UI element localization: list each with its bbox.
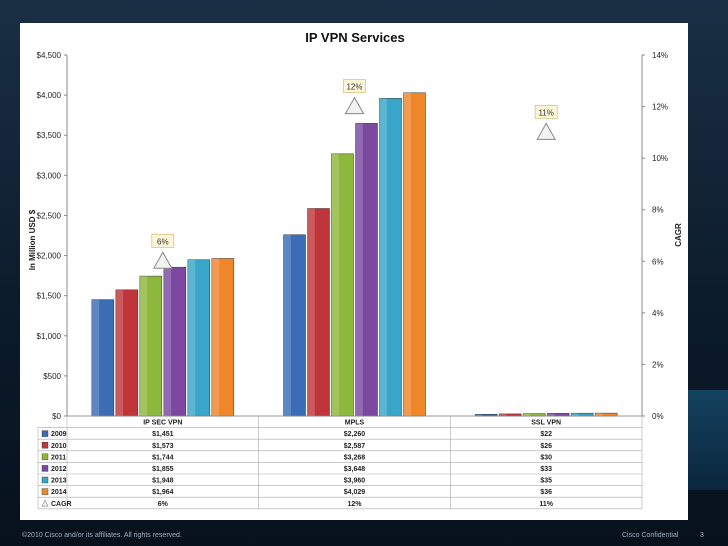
- cagr-marker-0: [152, 251, 173, 269]
- y-tick-label: $3,000: [37, 171, 62, 180]
- data-label: $3,268: [344, 454, 366, 461]
- bar-highlight: [475, 414, 483, 416]
- legend-entry: 2013: [51, 478, 67, 485]
- data-label: $1,451: [152, 431, 174, 438]
- y2-tick-label: 12%: [652, 103, 668, 112]
- y2-tick-label: 10%: [652, 154, 668, 163]
- cagr-label-box: [534, 105, 558, 119]
- bar-highlight: [283, 234, 291, 416]
- bar-highlight: [547, 413, 555, 416]
- data-label: $1,964: [152, 489, 174, 496]
- data-label: $30: [540, 454, 552, 461]
- legend-entry: 2014: [51, 489, 67, 496]
- y-tick-label: $1,000: [37, 332, 62, 341]
- bar-highlight: [523, 413, 531, 416]
- data-label: 6%: [158, 501, 169, 508]
- y-tick-label: $4,000: [37, 91, 62, 100]
- cagr-data-label: 11%: [538, 108, 553, 117]
- y-tick-label: $2,000: [37, 252, 62, 261]
- legend-entry: 2011: [51, 454, 66, 461]
- y-tick-label: $2,500: [37, 211, 62, 220]
- cagr-marker-1: [344, 96, 365, 115]
- y-tick-label: $1,500: [37, 292, 62, 301]
- bar-highlight: [139, 276, 148, 416]
- data-label: $35: [540, 478, 552, 485]
- bar-highlight: [211, 258, 220, 416]
- category-label: MPLS: [345, 420, 365, 427]
- category-label: SSL VPN: [531, 420, 561, 427]
- chart-title: IP VPN Services: [305, 30, 405, 45]
- bar-highlight: [187, 259, 196, 416]
- cagr-label-box: [151, 233, 175, 248]
- category-label: IP SEC VPN: [143, 420, 182, 427]
- y-tick-label: $500: [43, 372, 61, 381]
- bar-highlight: [571, 413, 579, 416]
- data-label: $1,948: [152, 478, 174, 485]
- bar-highlight: [307, 208, 315, 416]
- bar-highlight: [403, 92, 411, 416]
- y2-tick-label: 2%: [652, 360, 664, 369]
- legend-entry: 2009: [51, 431, 67, 438]
- data-label: $3,960: [344, 478, 366, 485]
- y-tick-label: $0: [52, 412, 61, 421]
- y2-axis-label: CAGR: [674, 223, 683, 247]
- data-label: $22: [540, 431, 552, 438]
- bar-highlight: [163, 267, 172, 416]
- data-label: 11%: [539, 501, 553, 508]
- legend-swatch-2011: [41, 453, 49, 460]
- data-label: $26: [540, 443, 552, 450]
- legend-swatch-2009: [41, 430, 49, 437]
- legend-swatch-2013: [41, 476, 49, 484]
- bar-highlight: [499, 413, 507, 416]
- legend-entry: 2012: [51, 466, 67, 473]
- bar-highlight: [379, 98, 387, 416]
- bar-highlight: [91, 299, 100, 416]
- y2-tick-label: 8%: [652, 206, 664, 215]
- legend-swatch-2010: [41, 442, 49, 449]
- legend-entry: CAGR: [51, 501, 72, 508]
- data-label: 12%: [347, 501, 362, 508]
- data-label: $36: [540, 489, 552, 496]
- bar-highlight: [331, 153, 339, 416]
- y2-tick-label: 0%: [652, 412, 664, 421]
- data-label: $1,744: [152, 454, 174, 461]
- y-tick-label: $4,500: [37, 51, 62, 60]
- slide-accent: [688, 390, 728, 490]
- legend-swatch-cagr: [41, 499, 49, 507]
- bar-highlight: [355, 123, 363, 416]
- data-label: $1,573: [152, 443, 174, 450]
- cagr-label-box: [343, 79, 366, 93]
- data-label: $4,029: [344, 489, 366, 496]
- cagr-marker-2: [536, 122, 557, 140]
- y2-tick-label: 14%: [652, 51, 668, 60]
- y-tick-label: $3,500: [37, 131, 62, 140]
- page-number: 3: [700, 532, 704, 539]
- legend-swatch-2014: [41, 488, 49, 495]
- y2-tick-label: 4%: [652, 309, 664, 318]
- data-label: $1,855: [152, 466, 174, 473]
- data-label: $33: [540, 466, 552, 473]
- cagr-data-label: 12%: [346, 83, 362, 92]
- bar-highlight: [595, 413, 603, 416]
- bar-highlight: [115, 289, 124, 416]
- legend-swatch-2012: [41, 465, 49, 472]
- y2-tick-label: 6%: [652, 257, 664, 266]
- confidential-label: Cisco Confidential: [622, 532, 679, 539]
- legend-entry: 2010: [51, 443, 67, 450]
- data-label: $3,648: [344, 466, 366, 473]
- data-label: $2,260: [344, 431, 366, 438]
- copyright-text: ©2010 Cisco and/or its affiliates. All r…: [22, 532, 182, 539]
- data-label: $2,587: [344, 443, 366, 450]
- cagr-data-label: 6%: [157, 237, 169, 246]
- y-axis-label: In Million USD $: [28, 209, 37, 270]
